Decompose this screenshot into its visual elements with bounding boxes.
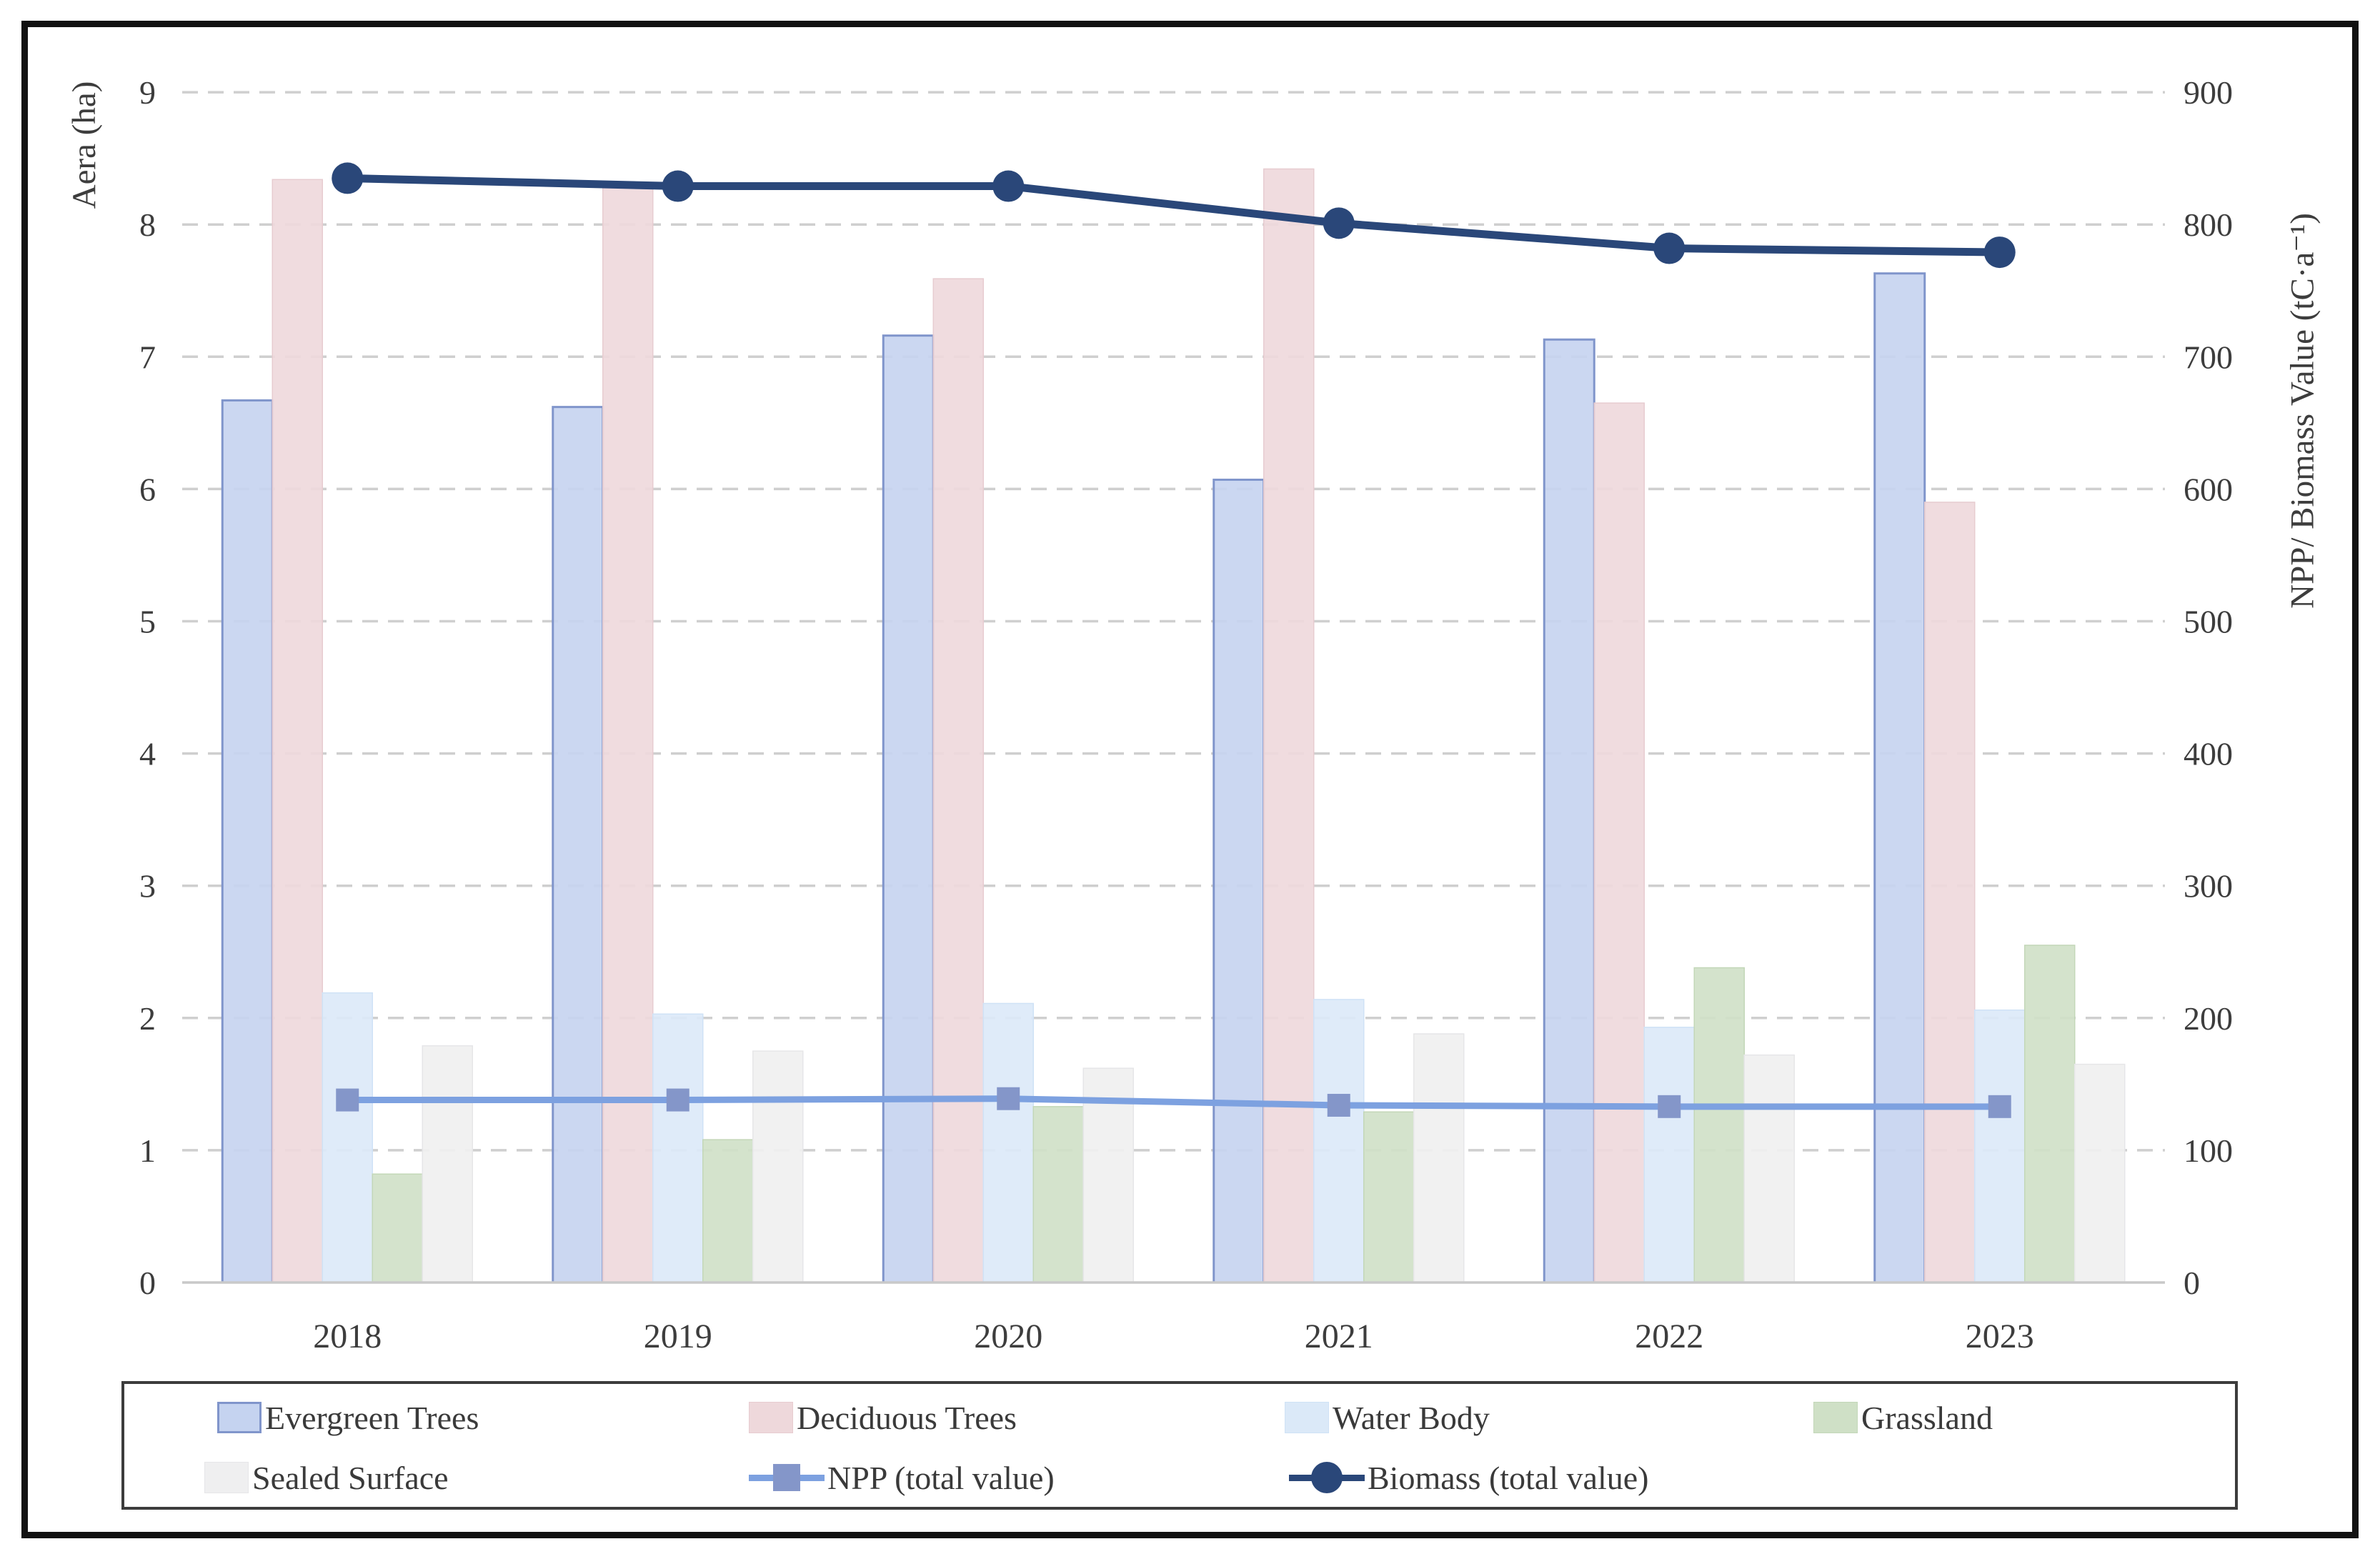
legend-item-grassland: Grassland <box>1813 1388 1993 1447</box>
bar-sealed-surface-2018 <box>422 1045 473 1283</box>
legend-swatch-deciduous-trees <box>749 1402 793 1433</box>
biomass-legend-circle <box>1311 1462 1343 1493</box>
bar-grassland-2022 <box>1693 967 1745 1283</box>
left-tick-9: 9 <box>139 74 156 111</box>
marker-npp-total-value--2019 <box>666 1088 689 1112</box>
legend-row-1: Evergreen Trees Deciduous Trees Water Bo… <box>124 1388 2235 1447</box>
bar-water-body-2022 <box>1643 1027 1695 1283</box>
left-tick-5: 5 <box>139 604 156 640</box>
marker-npp-total-value--2020 <box>997 1087 1020 1110</box>
bar-evergreen-trees-2022 <box>1543 338 1595 1284</box>
bar-evergreen-trees-2019 <box>552 406 604 1284</box>
left-tick-8: 8 <box>139 206 156 243</box>
left-tick-4: 4 <box>139 736 156 772</box>
right-axis-title: NPP/ Biomass Value (tC·a⁻¹) <box>2284 213 2321 609</box>
legend-item-water-body: Water Body <box>1285 1388 1490 1447</box>
right-tick-700: 700 <box>2184 339 2233 375</box>
left-axis-title: Aera (ha) <box>66 81 103 209</box>
line-biomass-total-value- <box>343 174 2004 256</box>
bar-deciduous-trees-2021 <box>1263 168 1315 1283</box>
marker-biomass-total-value--2022 <box>1653 232 1686 264</box>
marker-npp-total-value--2022 <box>1658 1095 1681 1118</box>
x-label-2019: 2019 <box>644 1318 712 1355</box>
legend-row-2: Sealed Surface NPP (total value) Biomass… <box>124 1448 2235 1507</box>
right-tick-100: 100 <box>2184 1132 2233 1169</box>
left-tick-3: 3 <box>139 868 156 905</box>
right-tick-900: 900 <box>2184 74 2233 111</box>
bar-water-body-2018 <box>322 992 373 1283</box>
biomass-line-marker-icon <box>1289 1461 1365 1494</box>
bar-evergreen-trees-2023 <box>1873 272 1926 1284</box>
legend-label-sealed-surface: Sealed Surface <box>252 1459 449 1496</box>
bar-evergreen-trees-2018 <box>221 399 274 1284</box>
marker-biomass-total-value--2021 <box>1323 207 1355 239</box>
legend-label-evergreen-trees: Evergreen Trees <box>265 1399 479 1436</box>
marker-biomass-total-value--2019 <box>662 170 694 202</box>
marker-npp-total-value--2018 <box>336 1088 359 1112</box>
legend-item-deciduous-trees: Deciduous Trees <box>749 1388 1017 1447</box>
legend-label-grassland: Grassland <box>1861 1399 1993 1436</box>
bar-sealed-surface-2022 <box>1743 1054 1795 1283</box>
marker-npp-total-value--2021 <box>1327 1093 1350 1117</box>
marker-biomass-total-value--2020 <box>992 170 1025 202</box>
bar-deciduous-trees-2023 <box>1924 502 1976 1283</box>
line-npp-total-value- <box>344 1095 2003 1110</box>
bar-grassland-2019 <box>702 1139 754 1283</box>
right-tick-800: 800 <box>2184 206 2233 243</box>
x-label-2023: 2023 <box>1966 1318 2034 1355</box>
bar-sealed-surface-2019 <box>752 1050 804 1283</box>
bar-sealed-surface-2023 <box>2074 1063 2126 1283</box>
bar-grassland-2021 <box>1363 1111 1415 1283</box>
legend-label-npp: NPP (total value) <box>827 1459 1055 1496</box>
npp-line-marker-icon <box>749 1461 825 1494</box>
bar-deciduous-trees-2019 <box>602 186 654 1283</box>
right-tick-600: 600 <box>2184 471 2233 507</box>
bar-deciduous-trees-2022 <box>1593 402 1645 1283</box>
legend-label-biomass: Biomass (total value) <box>1368 1459 1649 1496</box>
legend-swatch-grassland <box>1813 1402 1858 1433</box>
marker-npp-total-value--2023 <box>1988 1095 2011 1118</box>
bar-water-body-2021 <box>1313 999 1365 1283</box>
bar-water-body-2020 <box>982 1002 1034 1283</box>
bar-grassland-2023 <box>2024 945 2076 1283</box>
right-tick-400: 400 <box>2184 736 2233 772</box>
left-tick-1: 1 <box>139 1132 156 1169</box>
left-tick-2: 2 <box>139 1000 156 1037</box>
bar-sealed-surface-2021 <box>1413 1033 1465 1283</box>
legend-swatch-water-body <box>1285 1402 1329 1433</box>
left-tick-0: 0 <box>139 1265 156 1301</box>
legend-swatch-sealed-surface <box>204 1462 249 1493</box>
bar-deciduous-trees-2018 <box>272 179 323 1283</box>
right-tick-200: 200 <box>2184 1000 2233 1037</box>
legend-item-npp: NPP (total value) <box>749 1448 1055 1507</box>
bar-deciduous-trees-2020 <box>932 278 984 1283</box>
right-tick-0: 0 <box>2184 1265 2200 1301</box>
legend-item-sealed-surface: Sealed Surface <box>204 1448 449 1507</box>
npp-legend-square <box>773 1464 800 1491</box>
marker-biomass-total-value--2018 <box>332 162 364 194</box>
legend-label-water-body: Water Body <box>1333 1399 1490 1436</box>
legend-item-biomass: Biomass (total value) <box>1289 1448 1648 1507</box>
bar-water-body-2023 <box>1974 1009 2026 1283</box>
left-tick-7: 7 <box>139 339 156 375</box>
legend-label-deciduous-trees: Deciduous Trees <box>797 1399 1017 1436</box>
bar-evergreen-trees-2021 <box>1213 478 1265 1284</box>
x-label-2022: 2022 <box>1635 1318 1703 1355</box>
right-tick-300: 300 <box>2184 868 2233 905</box>
x-label-2020: 2020 <box>974 1318 1042 1355</box>
bar-evergreen-trees-2020 <box>882 334 935 1284</box>
legend-item-evergreen-trees: Evergreen Trees <box>217 1388 479 1447</box>
x-label-2018: 2018 <box>313 1318 382 1355</box>
bar-grassland-2018 <box>372 1173 423 1283</box>
x-label-2021: 2021 <box>1305 1318 1373 1355</box>
bar-water-body-2019 <box>652 1013 704 1283</box>
legend-box: Evergreen Trees Deciduous Trees Water Bo… <box>121 1381 2238 1510</box>
legend-swatch-evergreen-trees <box>217 1402 262 1433</box>
marker-biomass-total-value--2023 <box>1983 236 2016 269</box>
bar-grassland-2020 <box>1032 1106 1084 1283</box>
left-tick-6: 6 <box>139 471 156 507</box>
right-tick-500: 500 <box>2184 604 2233 640</box>
